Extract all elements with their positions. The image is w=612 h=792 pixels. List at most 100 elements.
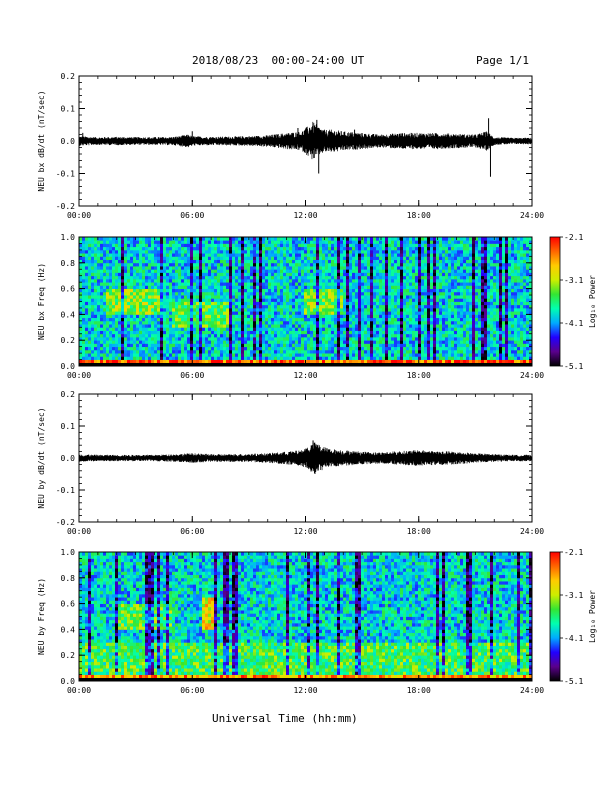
heatmap-cell [163,307,167,312]
heatmap-cell [388,256,392,260]
heatmap-cell [166,336,170,341]
heatmap-cell [334,324,338,328]
heatmap-cell [355,324,359,328]
heatmap-cell [232,311,236,315]
heatmap-cell [319,266,323,270]
heatmap-cell [307,269,311,273]
heatmap-cell [160,317,164,322]
heatmap-cell [178,262,182,267]
heatmap-cell [298,298,302,302]
heatmap-cell [364,314,368,319]
heatmap-cell [433,237,437,241]
heatmap-cell [94,320,98,325]
heatmap-cell [322,266,326,270]
heatmap-cell [367,295,371,299]
heatmap-cell [145,237,149,241]
heatmap-cell [379,253,383,257]
heatmap-cell [307,240,311,244]
heatmap-cell [295,301,299,306]
heatmap-cell [403,249,407,254]
heatmap-cell [145,291,149,296]
heatmap-cell [187,256,191,260]
heatmap-cell [229,349,233,354]
heatmap-cell [169,298,173,302]
heatmap-cell [208,262,212,267]
heatmap-cell [379,285,383,290]
heatmap-cell [304,333,308,338]
heatmap-cell [394,333,398,338]
heatmap-cell [394,288,398,293]
heatmap-cell [139,237,143,241]
heatmap-cell [340,259,344,264]
heatmap-cell [313,240,317,244]
heatmap-cell [211,301,215,306]
heatmap-cell [136,330,140,335]
heatmap-cell [430,298,434,302]
heatmap-cell [262,246,266,251]
heatmap-cell [334,262,338,267]
heatmap-cell [184,285,188,290]
heatmap-cell [181,330,185,335]
heatmap-cell [313,349,317,354]
heatmap-cell [325,278,329,283]
heatmap-cell [325,256,329,260]
heatmap-cell [331,240,335,244]
heatmap-cell [409,330,413,335]
heatmap-cell [124,353,128,357]
heatmap-cell [406,249,410,254]
heatmap-cell [106,330,110,335]
heatmap-cell [331,307,335,312]
heatmap-cell [202,266,206,270]
heatmap-cell [232,336,236,341]
heatmap-cell [151,249,155,254]
heatmap-cell [196,246,200,251]
heatmap-cell [229,314,233,319]
heatmap-cell [391,259,395,264]
heatmap-cell [421,359,425,364]
heatmap-cell [316,272,320,277]
heatmap-cell [223,275,227,280]
heatmap-cell [436,272,440,277]
heatmap-cell [82,359,86,364]
heatmap-cell [334,353,338,357]
heatmap-cell [295,295,299,299]
heatmap-cell [238,311,242,315]
heatmap-cell [145,307,149,312]
heatmap-cell [85,356,89,360]
heatmap-cell [121,295,125,299]
heatmap-cell [355,295,359,299]
heatmap-cell [82,272,86,277]
heatmap-cell [265,359,269,364]
heatmap-cell [373,346,377,351]
heatmap-cell [343,288,347,293]
heatmap-cell [142,282,146,286]
heatmap-cell [289,333,293,338]
heatmap-cell [406,275,410,280]
heatmap-cell [97,253,101,257]
heatmap-cell [280,272,284,277]
heatmap-cell [85,272,89,277]
heatmap-cell [190,314,194,319]
heatmap-cell [268,240,272,244]
heatmap-cell [313,237,317,241]
heatmap-cell [232,304,236,309]
heatmap-cell [199,304,203,309]
heatmap-cell [172,259,176,264]
heatmap-cell [133,240,137,244]
heatmap-cell [439,243,443,248]
heatmap-cell [355,356,359,360]
heatmap-cell [145,269,149,273]
heatmap-cell [133,301,137,306]
heatmap-cell [268,246,272,251]
heatmap-cell [259,298,263,302]
heatmap-cell [412,272,416,277]
heatmap-cell [424,256,428,260]
heatmap-cell [373,266,377,270]
heatmap-cell [157,324,161,328]
heatmap-cell [82,237,86,241]
heatmap-cell [97,330,101,335]
heatmap-cell [265,256,269,260]
heatmap-cell [247,336,251,341]
heatmap-cell [217,314,221,319]
